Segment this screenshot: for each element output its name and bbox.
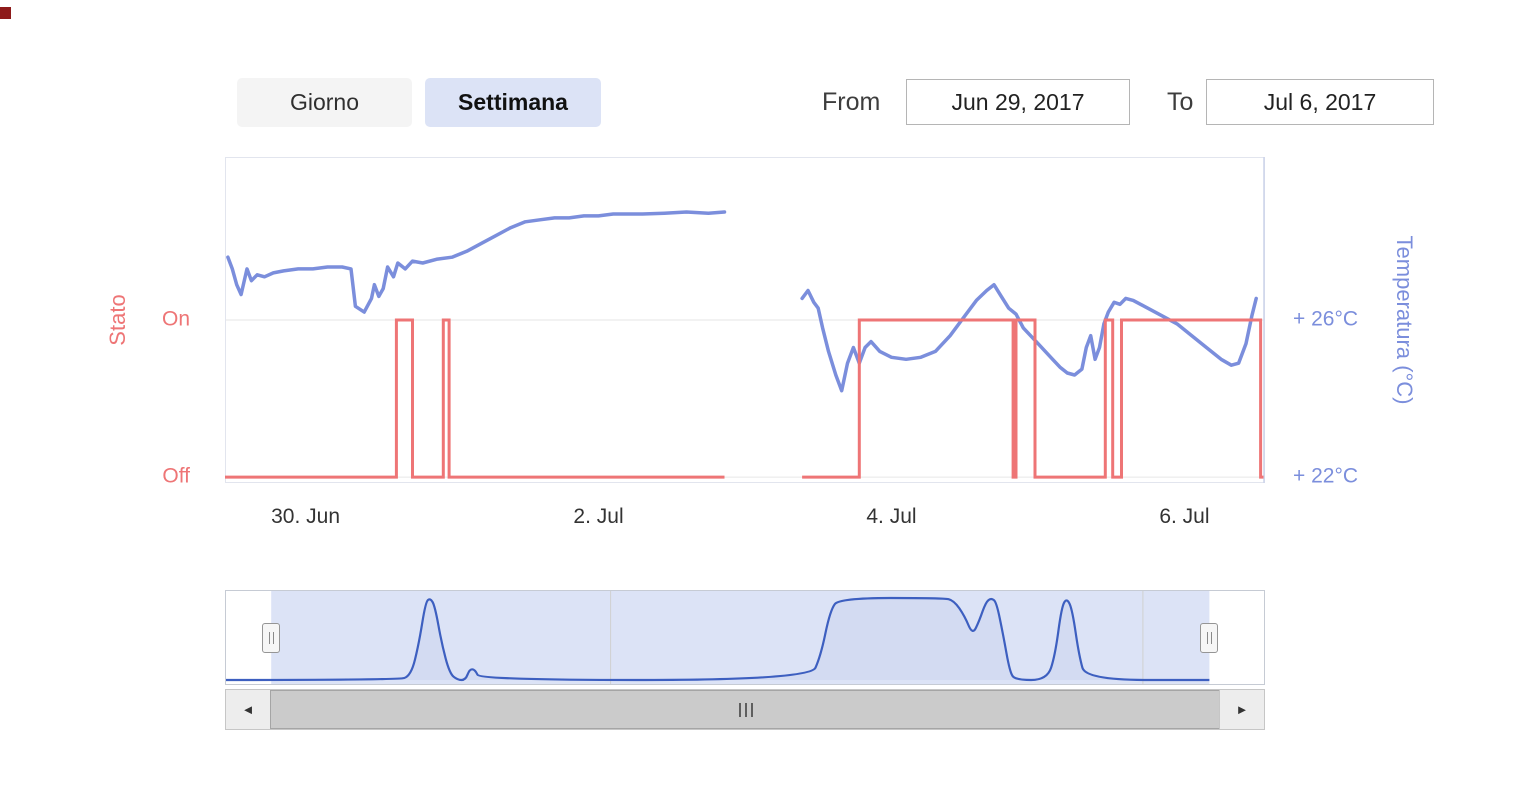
x-axis-tick-label: 4. Jul: [866, 505, 917, 528]
from-label: From: [822, 88, 881, 116]
handle-grip-icon: [1206, 632, 1208, 644]
left-axis-title: Stato: [105, 294, 130, 346]
handle-grip-icon: [268, 632, 270, 644]
arrow-right-icon: ►: [1235, 702, 1249, 717]
temperature-tick-label: + 22°C: [1293, 464, 1359, 488]
temperature-tick-label: + 26°C: [1293, 307, 1359, 331]
scrollbar-right-button[interactable]: ►: [1219, 690, 1264, 729]
right-axis-title: Temperatura (°C): [1392, 235, 1417, 405]
scrollbar-left-button[interactable]: ◄: [226, 690, 271, 729]
stato-off-label: Off: [162, 464, 190, 488]
arrow-left-icon: ◄: [241, 702, 255, 717]
navigator-handle-left[interactable]: [262, 623, 281, 653]
main-chart-plot-area[interactable]: [225, 157, 1265, 483]
scrollbar-thumb[interactable]: [270, 690, 1222, 729]
handle-grip-icon: [272, 632, 274, 644]
x-axis-tick-label: 6. Jul: [1159, 505, 1210, 528]
main-chart-canvas: [225, 157, 1265, 483]
from-date-input[interactable]: [906, 79, 1130, 125]
screen-corner-marker: [0, 7, 11, 19]
grip-line-icon: [739, 702, 741, 717]
stato-on-label: On: [161, 307, 190, 331]
to-label: To: [1167, 88, 1194, 116]
navigator-canvas: [226, 591, 1210, 684]
x-axis-tick-label: 30. Jun: [271, 505, 341, 528]
tab-settimana[interactable]: Settimana: [425, 78, 601, 127]
navigator-selected-range[interactable]: [271, 591, 1210, 684]
navigator-handle-right[interactable]: [1200, 623, 1219, 653]
x-axis-tick-label: 2. Jul: [573, 505, 624, 528]
grip-line-icon: [751, 702, 753, 717]
grip-line-icon: [745, 702, 747, 717]
handle-grip-icon: [1210, 632, 1212, 644]
navigator[interactable]: [225, 590, 1265, 685]
tab-giorno[interactable]: Giorno: [237, 78, 412, 127]
to-date-input[interactable]: [1206, 79, 1434, 125]
scrollbar-track[interactable]: ◄ ►: [225, 689, 1265, 730]
